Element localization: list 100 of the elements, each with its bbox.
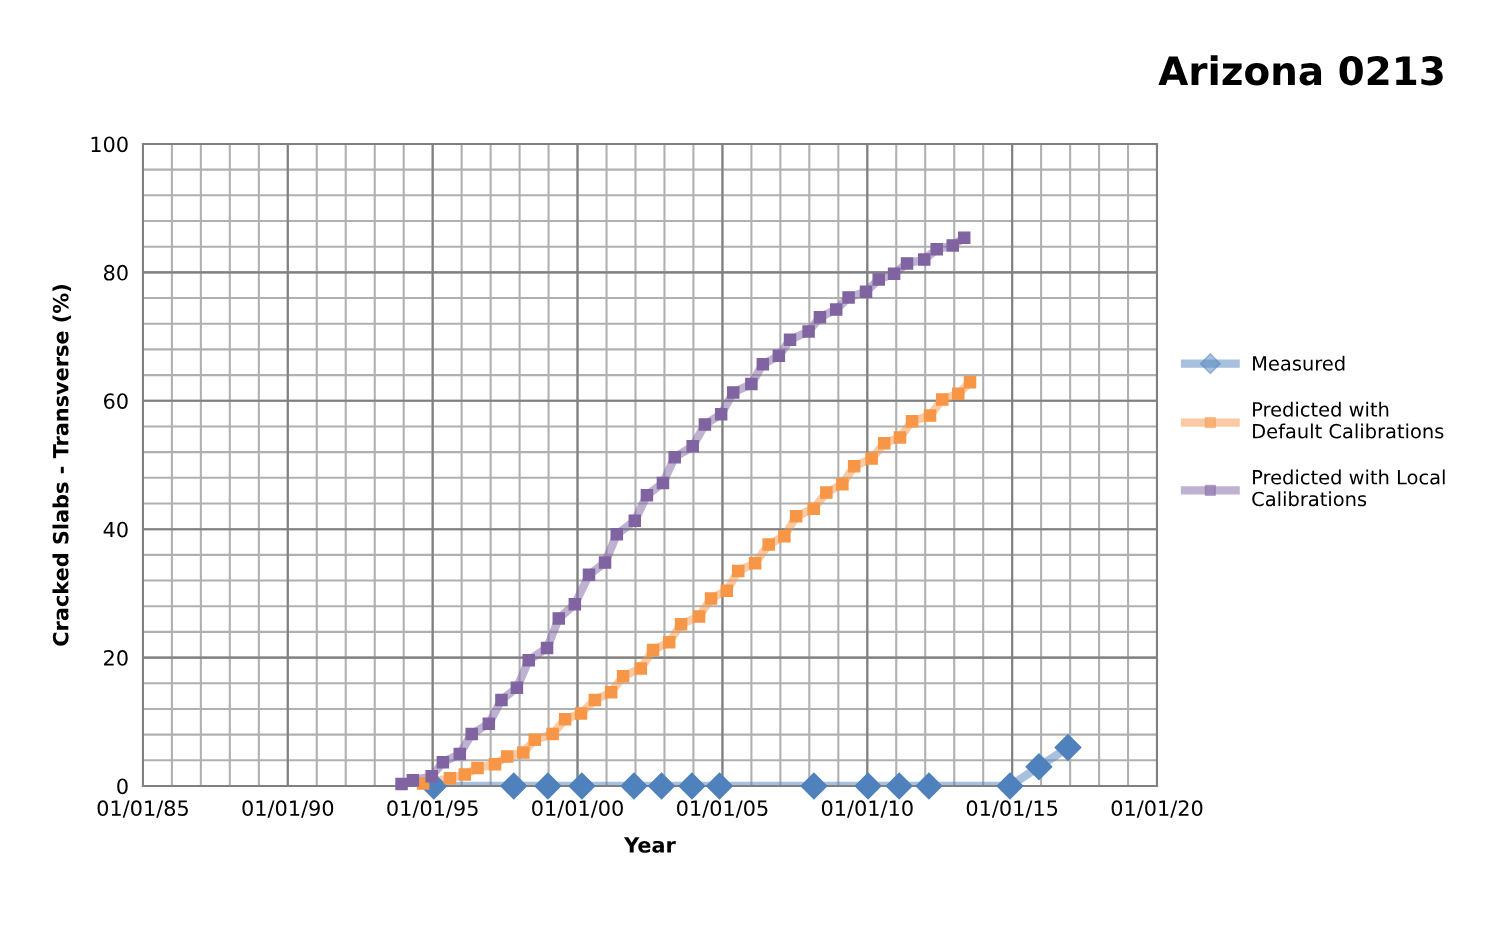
point xyxy=(854,772,882,800)
point xyxy=(628,514,642,528)
point xyxy=(918,253,931,266)
point xyxy=(640,488,654,502)
legend-label: Predicted with Default Calibrations xyxy=(1253,401,1444,439)
point xyxy=(957,231,971,244)
point xyxy=(936,393,949,406)
x-tick-label: 01/01/10 xyxy=(821,800,913,818)
point xyxy=(558,712,572,726)
point xyxy=(648,772,675,800)
point xyxy=(859,285,873,298)
point xyxy=(731,564,745,578)
x-tick-label: 01/01/90 xyxy=(242,800,334,818)
x-tick-label: 01/01/95 xyxy=(387,800,478,818)
point xyxy=(500,772,528,800)
x-tick-label: 01/01/85 xyxy=(97,800,188,818)
point xyxy=(905,415,919,428)
point xyxy=(802,325,815,338)
point xyxy=(668,451,681,464)
point xyxy=(500,750,514,763)
point xyxy=(574,707,588,720)
point xyxy=(887,267,901,280)
point xyxy=(534,772,562,800)
y-tick-label: 100 xyxy=(91,136,128,153)
x-tick-label: 01/01/00 xyxy=(532,800,623,818)
point xyxy=(748,556,762,570)
point xyxy=(568,598,582,611)
point xyxy=(726,386,740,399)
point xyxy=(963,375,977,389)
point xyxy=(488,757,502,771)
x-tick-label: 01/01/05 xyxy=(677,800,768,818)
point xyxy=(568,772,596,800)
point xyxy=(510,681,524,695)
point xyxy=(471,761,484,775)
point xyxy=(552,612,566,625)
point xyxy=(885,772,913,800)
point xyxy=(582,568,596,582)
point xyxy=(900,257,914,270)
point xyxy=(616,669,630,683)
point xyxy=(813,311,827,324)
point xyxy=(800,772,828,800)
point xyxy=(706,772,733,800)
point xyxy=(546,727,559,741)
point xyxy=(714,408,728,421)
point xyxy=(598,556,612,569)
point xyxy=(517,746,530,759)
y-tick-label: 80 xyxy=(103,264,128,281)
point xyxy=(634,662,648,675)
legend-label: Predicted with Local Calibrations xyxy=(1252,469,1445,507)
point xyxy=(783,333,797,347)
x-axis-title: Year xyxy=(623,837,676,853)
point xyxy=(893,431,907,444)
point xyxy=(656,476,670,490)
point xyxy=(836,477,849,491)
point xyxy=(923,409,937,422)
point xyxy=(946,239,959,252)
point xyxy=(610,528,624,541)
point xyxy=(453,747,467,761)
y-tick-label: 60 xyxy=(104,393,128,409)
y-tick-label: 20 xyxy=(104,650,128,666)
point xyxy=(820,486,833,499)
x-tick-label: 01/01/15 xyxy=(966,800,1058,818)
point xyxy=(865,452,878,465)
point xyxy=(847,460,861,473)
point xyxy=(872,273,885,286)
point xyxy=(807,502,820,515)
point xyxy=(620,772,648,800)
point xyxy=(704,592,718,605)
point xyxy=(789,510,803,523)
point xyxy=(915,772,943,800)
point xyxy=(778,529,791,543)
point xyxy=(756,357,770,371)
point xyxy=(436,755,450,769)
point xyxy=(678,772,706,800)
point xyxy=(829,303,843,316)
point xyxy=(662,635,676,649)
x-tick-label: 01/01/20 xyxy=(1111,800,1203,818)
point xyxy=(482,717,496,730)
point xyxy=(588,693,602,707)
point xyxy=(1054,734,1082,761)
y-tick-label: 0 xyxy=(117,778,128,795)
point xyxy=(745,377,758,391)
point xyxy=(443,772,457,785)
point xyxy=(395,777,408,791)
point xyxy=(772,349,786,363)
point xyxy=(522,653,535,667)
point xyxy=(406,773,420,787)
point xyxy=(458,768,472,781)
y-axis-title: Cracked Slabs - Transverse (%) xyxy=(52,285,72,646)
point xyxy=(495,693,508,707)
text: Arizona 0213 xyxy=(1158,55,1443,86)
point xyxy=(692,610,706,623)
point xyxy=(952,387,965,400)
point xyxy=(465,727,478,741)
point xyxy=(674,617,688,631)
point xyxy=(842,291,855,304)
point xyxy=(698,418,712,431)
point xyxy=(604,686,618,699)
legend-label: Measured xyxy=(1253,355,1345,371)
point xyxy=(762,538,775,551)
